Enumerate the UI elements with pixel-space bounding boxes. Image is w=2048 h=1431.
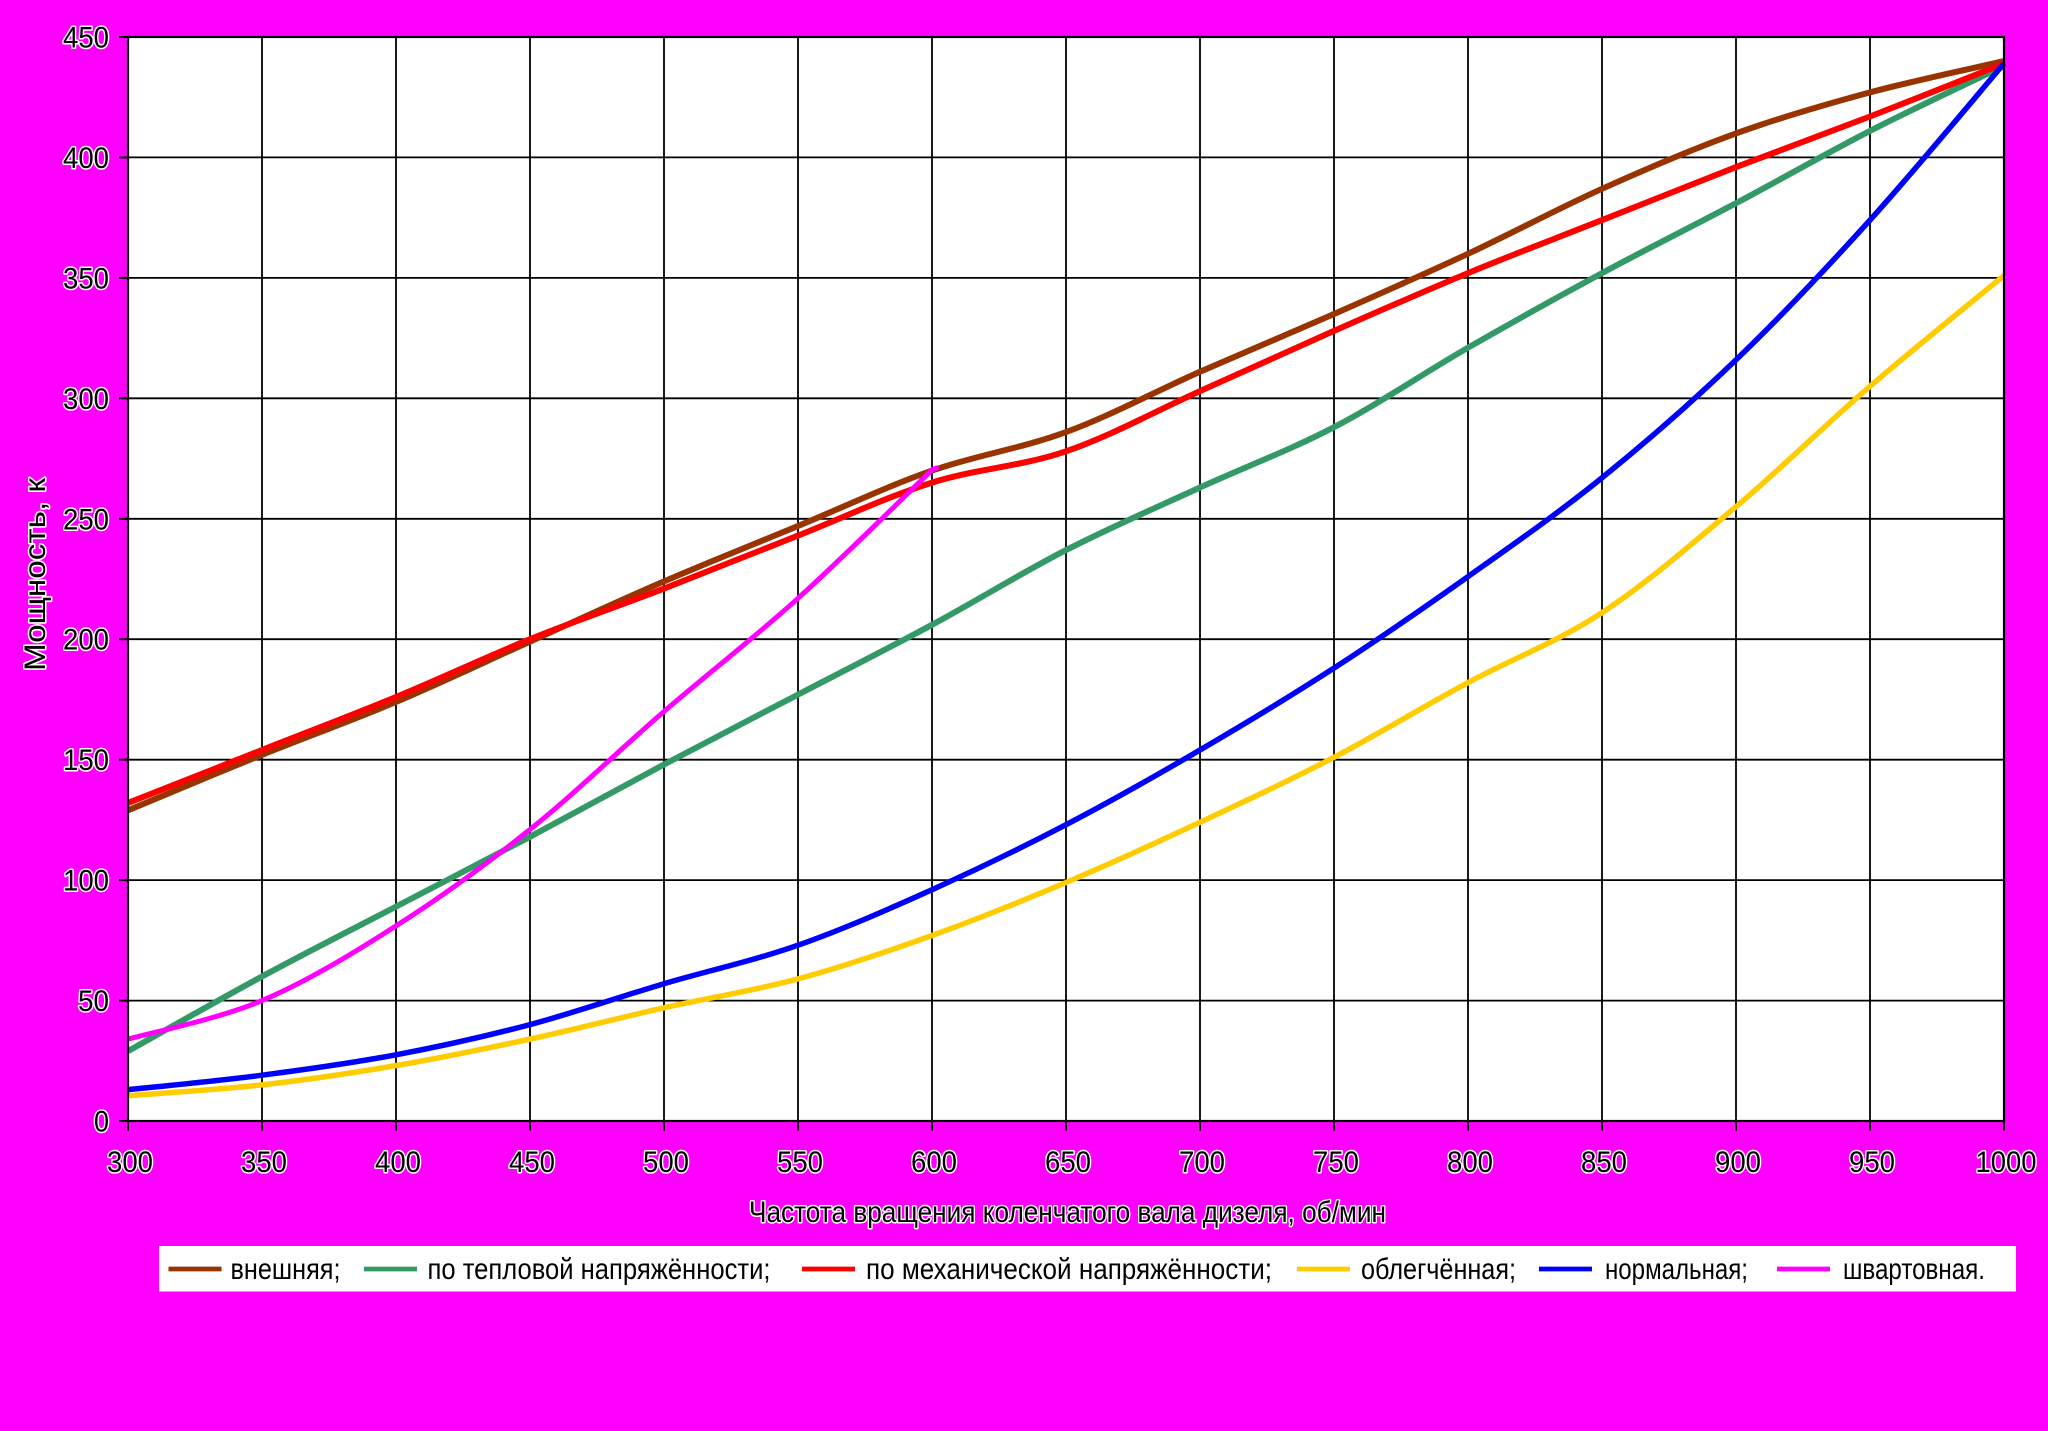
svg-text:внешняя;: внешняя; [231,1253,341,1286]
svg-text:950: 950 [1849,1146,1895,1179]
svg-text:по механической напряжённости;: по механической напряжённости; [866,1253,1272,1286]
svg-text:100: 100 [63,865,109,898]
svg-text:300: 300 [63,383,109,416]
svg-text:250: 250 [63,503,109,536]
svg-text:400: 400 [375,1146,421,1179]
svg-text:Мощность, к: Мощность, к [19,477,52,671]
svg-text:900: 900 [1715,1146,1761,1179]
svg-text:Частота вращения коленчатого в: Частота вращения коленчатого вала дизеля… [749,1196,1386,1229]
svg-text:облегчённая;: облегчённая; [1361,1253,1516,1286]
svg-text:по тепловой напряжённости;: по тепловой напряжённости; [428,1253,771,1286]
svg-text:150: 150 [63,744,109,777]
svg-text:450: 450 [63,22,109,55]
svg-text:600: 600 [911,1146,957,1179]
svg-text:450: 450 [509,1146,555,1179]
svg-text:500: 500 [643,1146,689,1179]
svg-text:850: 850 [1581,1146,1627,1179]
svg-text:400: 400 [63,142,109,175]
svg-text:350: 350 [63,262,109,295]
svg-text:швартовная.: швартовная. [1843,1253,1985,1286]
svg-text:50: 50 [78,985,109,1018]
svg-text:750: 750 [1313,1146,1359,1179]
svg-text:1000: 1000 [1976,1146,2037,1179]
svg-text:0: 0 [94,1106,109,1139]
svg-text:800: 800 [1447,1146,1493,1179]
svg-text:нормальная;: нормальная; [1605,1253,1748,1286]
svg-text:300: 300 [107,1146,153,1179]
svg-text:650: 650 [1045,1146,1091,1179]
svg-text:200: 200 [63,624,109,657]
svg-text:700: 700 [1179,1146,1225,1179]
svg-text:350: 350 [241,1146,287,1179]
svg-text:550: 550 [777,1146,823,1179]
